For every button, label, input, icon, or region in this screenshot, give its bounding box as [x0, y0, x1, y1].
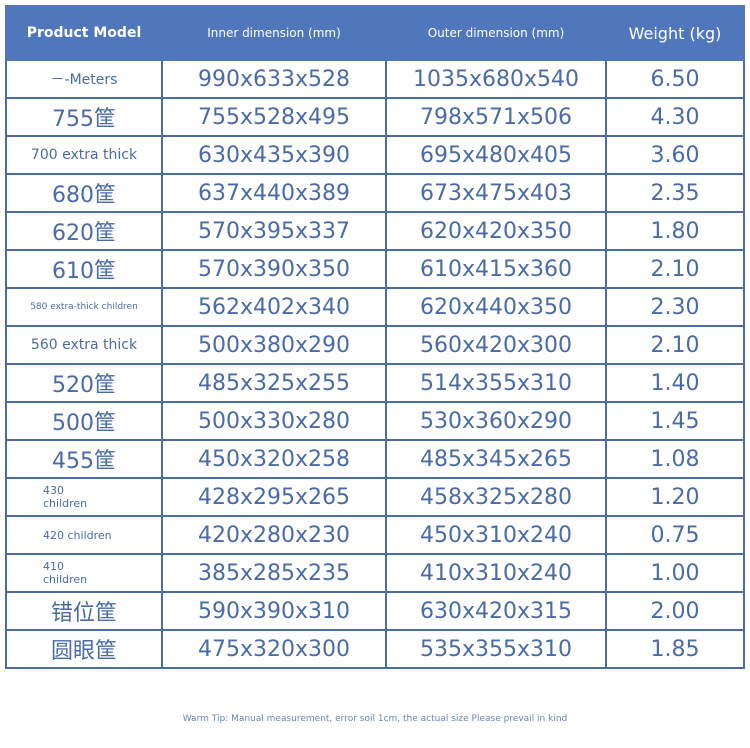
inner-dimension-cell: 637x440x389 [161, 173, 387, 213]
weight-cell: 2.35 [605, 173, 745, 213]
weight-cell: 2.00 [605, 591, 745, 631]
outer-dimension-cell: 485x345x265 [385, 439, 607, 479]
inner-dimension-cell: 475x320x300 [161, 629, 387, 669]
weight-cell: 1.08 [605, 439, 745, 479]
inner-dimension-cell: 450x320x258 [161, 439, 387, 479]
weight-cell: 1.45 [605, 401, 745, 441]
model-cell: 520筐 [5, 363, 163, 403]
outer-dimension-cell: 695x480x405 [385, 135, 607, 175]
weight-cell: 1.80 [605, 211, 745, 251]
table-row: 520筐 485x325x255 514x355x310 1.40 [5, 363, 745, 403]
warm-tip: Warm Tip: Manual measurement, error soil… [182, 714, 568, 724]
model-cell: 560 extra thick [5, 325, 163, 365]
inner-dimension-cell: 420x280x230 [161, 515, 387, 555]
inner-dimension-cell: 428x295x265 [161, 477, 387, 517]
model-cell: 755筐 [5, 97, 163, 137]
table-row: 错位筐 590x390x310 630x420x315 2.00 [5, 591, 745, 631]
inner-dimension-cell: 562x402x340 [161, 287, 387, 327]
outer-dimension-cell: 620x420x350 [385, 211, 607, 251]
model-cell: 430 children [5, 477, 163, 517]
model-cell: 610筐 [5, 249, 163, 289]
table-row: 620筐 570x395x337 620x420x350 1.80 [5, 211, 745, 251]
weight-cell: 1.85 [605, 629, 745, 669]
table-row: 430 children 428x295x265 458x325x280 1.20 [5, 477, 745, 517]
table-row: 圆眼筐 475x320x300 535x355x310 1.85 [5, 629, 745, 669]
inner-dimension-cell: 570x395x337 [161, 211, 387, 251]
weight-cell: 1.20 [605, 477, 745, 517]
inner-dimension-cell: 590x390x310 [161, 591, 387, 631]
product-dimension-table: Product Model Inner dimension (mm) Outer… [5, 5, 745, 669]
table-row: 580 extra-thick children 562x402x340 620x4… [5, 287, 745, 327]
inner-dimension-cell: 990x633x528 [161, 59, 387, 99]
weight-cell: 2.30 [605, 287, 745, 327]
outer-dimension-cell: 1035x680x540 [385, 59, 607, 99]
inner-dimension-cell: 570x390x350 [161, 249, 387, 289]
model-cell: －-Meters [5, 59, 163, 99]
inner-dimension-cell: 485x325x255 [161, 363, 387, 403]
outer-dimension-cell: 620x440x350 [385, 287, 607, 327]
weight-cell: 4.30 [605, 97, 745, 137]
table-row: 700 extra thick 630x435x390 695x480x405 3.6… [5, 135, 745, 175]
table-row: 420 children 420x280x230 450x310x240 0.75 [5, 515, 745, 555]
outer-dimension-cell: 610x415x360 [385, 249, 607, 289]
model-cell: 680筐 [5, 173, 163, 213]
outer-dimension-cell: 458x325x280 [385, 477, 607, 517]
inner-dimension-cell: 755x528x495 [161, 97, 387, 137]
header-outer-dimension: Outer dimension (mm) [385, 5, 607, 61]
outer-dimension-cell: 560x420x300 [385, 325, 607, 365]
model-cell: 420 children [5, 515, 163, 555]
inner-dimension-cell: 630x435x390 [161, 135, 387, 175]
weight-cell: 3.60 [605, 135, 745, 175]
table-row: 560 extra thick 500x380x290 560x420x300 2.1… [5, 325, 745, 365]
table-row: 455筐 450x320x258 485x345x265 1.08 [5, 439, 745, 479]
table-row: 410 children 385x285x235 410x310x240 1.00 [5, 553, 745, 593]
header-inner-dimension: Inner dimension (mm) [161, 5, 387, 61]
outer-dimension-cell: 798x571x506 [385, 97, 607, 137]
model-cell: 455筐 [5, 439, 163, 479]
inner-dimension-cell: 500x380x290 [161, 325, 387, 365]
inner-dimension-cell: 385x285x235 [161, 553, 387, 593]
outer-dimension-cell: 514x355x310 [385, 363, 607, 403]
header-product-model: Product Model [5, 5, 163, 61]
inner-dimension-cell: 500x330x280 [161, 401, 387, 441]
table-row: －-Meters 990x633x528 1035x680x540 6.50 [5, 59, 745, 99]
weight-cell: 0.75 [605, 515, 745, 555]
model-cell: 500筐 [5, 401, 163, 441]
outer-dimension-cell: 530x360x290 [385, 401, 607, 441]
outer-dimension-cell: 410x310x240 [385, 553, 607, 593]
table-row: 500筐 500x330x280 530x360x290 1.45 [5, 401, 745, 441]
weight-cell: 2.10 [605, 249, 745, 289]
header-weight: Weight (kg) [605, 5, 745, 61]
outer-dimension-cell: 673x475x403 [385, 173, 607, 213]
model-cell: 圆眼筐 [5, 629, 163, 669]
model-cell: 410 children [5, 553, 163, 593]
model-cell: 错位筐 [5, 591, 163, 631]
outer-dimension-cell: 630x420x315 [385, 591, 607, 631]
weight-cell: 6.50 [605, 59, 745, 99]
outer-dimension-cell: 535x355x310 [385, 629, 607, 669]
table-row: 680筐 637x440x389 673x475x403 2.35 [5, 173, 745, 213]
table-row: 610筐 570x390x350 610x415x360 2.10 [5, 249, 745, 289]
model-cell: 580 extra-thick children [5, 287, 163, 327]
header-row: Product Model Inner dimension (mm) Outer… [5, 5, 745, 61]
table-row: 755筐 755x528x495 798x571x506 4.30 [5, 97, 745, 137]
outer-dimension-cell: 450x310x240 [385, 515, 607, 555]
weight-cell: 2.10 [605, 325, 745, 365]
model-cell: 620筐 [5, 211, 163, 251]
weight-cell: 1.00 [605, 553, 745, 593]
model-cell: 700 extra thick [5, 135, 163, 175]
weight-cell: 1.40 [605, 363, 745, 403]
